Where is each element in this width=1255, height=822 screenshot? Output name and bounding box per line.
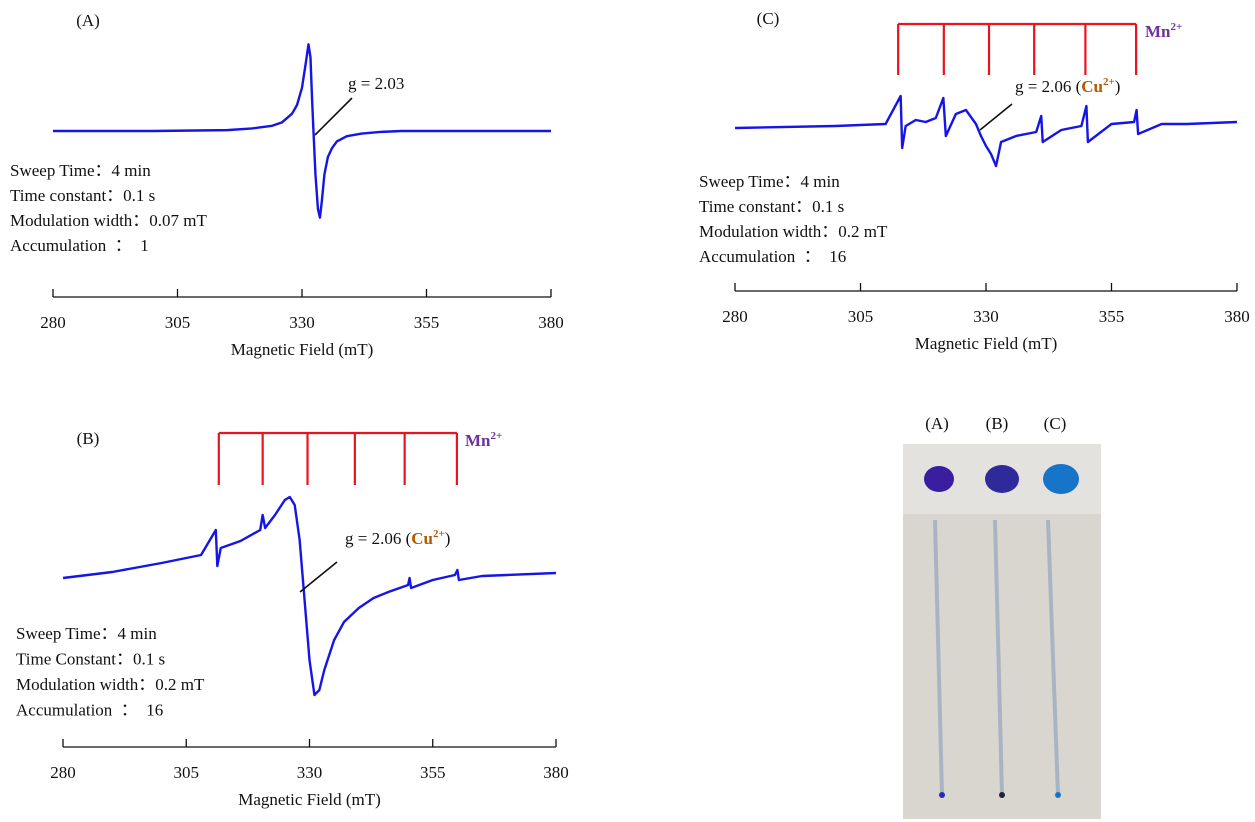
capillary xyxy=(933,519,944,796)
parameter: Modulation width：0.07 mT xyxy=(10,211,208,230)
capillary xyxy=(993,519,1004,796)
x-tick-label: 355 xyxy=(414,313,440,332)
x-tick-label: 305 xyxy=(848,307,874,326)
mn-label: Mn2+ xyxy=(1145,21,1182,41)
x-tick-label: 380 xyxy=(538,313,564,332)
epr-panel: (B) 280 305 330 355 380 Magnetic Field (mT) Swe… xyxy=(16,429,569,809)
x-axis-label: Magnetic Field (mT) xyxy=(238,790,381,809)
spectrum-line xyxy=(734,94,1238,168)
spectrum-line xyxy=(53,43,551,219)
photo-label: (A) xyxy=(925,414,949,433)
parameter: Accumulation ： 16 xyxy=(699,247,846,266)
g-value: g = 2.06 ( xyxy=(1015,77,1082,96)
x-axis-label: Magnetic Field (mT) xyxy=(231,340,374,359)
parameter: Accumulation ： 1 xyxy=(10,236,149,255)
parameter: Time constant：0.1 s xyxy=(699,197,844,216)
photo: (A) (B) (C) xyxy=(903,414,1101,819)
x-tick-label: 355 xyxy=(420,763,446,782)
mn-label: Mn2+ xyxy=(465,430,502,450)
mn: Mn xyxy=(1145,22,1171,41)
capillary-tip xyxy=(999,792,1005,798)
parameter: Sweep Time：4 min xyxy=(10,161,151,180)
epr-panel: (A) 280 305 330 355 380 Magnetic Field (mT) Swe… xyxy=(10,11,564,359)
x-tick-label: 330 xyxy=(973,307,999,326)
parameter: Sweep Time：4 min xyxy=(699,172,840,191)
g-factor-label: g = 2.03 xyxy=(348,74,404,93)
ion-charge: 2+ xyxy=(1103,76,1115,88)
mn-charge: 2+ xyxy=(1171,21,1183,33)
x-axis-label: Magnetic Field (mT) xyxy=(915,334,1058,353)
x-tick-label: 280 xyxy=(50,763,76,782)
x-tick-label: 330 xyxy=(289,313,315,332)
g-pointer xyxy=(314,97,353,136)
g-pointer xyxy=(299,561,338,593)
capillary-tip xyxy=(1055,792,1061,798)
g-factor-label: g = 2.06 (Cu2+) xyxy=(345,528,450,548)
x-tick-label: 355 xyxy=(1099,307,1125,326)
capillary xyxy=(1046,519,1060,796)
g-label-end: ) xyxy=(445,529,451,548)
sample-drop xyxy=(924,466,954,492)
ion-charge: 2+ xyxy=(433,528,445,540)
x-tick-label: 330 xyxy=(297,763,323,782)
photo-label: (C) xyxy=(1044,414,1067,433)
panel-label: (B) xyxy=(77,429,100,448)
g-value: g = 2.06 ( xyxy=(345,529,412,548)
x-tick-label: 280 xyxy=(722,307,748,326)
panel-label: (C) xyxy=(757,9,780,28)
g-pointer xyxy=(979,103,1013,131)
panel-label: (A) xyxy=(76,11,100,30)
spectrum-line xyxy=(62,495,557,697)
x-tick-label: 380 xyxy=(1224,307,1250,326)
mn: Mn xyxy=(465,431,491,450)
g-factor-label: g = 2.06 (Cu2+) xyxy=(1015,76,1120,96)
mn-charge: 2+ xyxy=(491,430,503,442)
parameter: Sweep Time：4 min xyxy=(16,624,157,643)
x-tick-label: 380 xyxy=(543,763,569,782)
capillary-tip xyxy=(939,792,945,798)
sample-drop xyxy=(985,465,1019,493)
ion: Cu xyxy=(411,529,433,548)
epr-panel: (C) 280 305 330 355 380 Magnetic Field (mT) Swe… xyxy=(699,9,1250,353)
parameter: Modulation width：0.2 mT xyxy=(699,222,888,241)
x-tick-label: 305 xyxy=(174,763,200,782)
parameter: Time constant：0.1 s xyxy=(10,186,155,205)
x-tick-label: 280 xyxy=(40,313,66,332)
parameter: Modulation width：0.2 mT xyxy=(16,675,205,694)
sample-drop xyxy=(1043,464,1079,494)
parameter: Time Constant：0.1 s xyxy=(16,649,165,668)
ion: Cu xyxy=(1081,77,1103,96)
parameter: Accumulation ： 16 xyxy=(16,700,163,719)
g-value: g = 2.03 xyxy=(348,74,404,93)
photo-label: (B) xyxy=(986,414,1009,433)
x-tick-label: 305 xyxy=(165,313,191,332)
g-label-end: ) xyxy=(1115,77,1121,96)
